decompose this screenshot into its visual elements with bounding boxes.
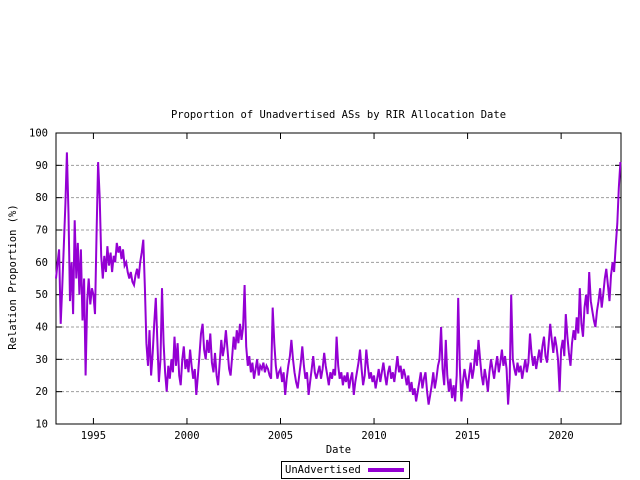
- legend-box: UnAdvertised: [281, 461, 410, 479]
- y-tick-label: 10: [35, 419, 48, 431]
- y-tick-label: 30: [35, 354, 48, 366]
- chart-title: Proportion of Unadvertised ASs by RIR Al…: [170, 109, 507, 121]
- legend-line-swatch: [367, 468, 404, 472]
- y-tick-label: 90: [35, 160, 48, 172]
- x-tick-label: 2000: [174, 430, 199, 442]
- y-tick-label: 40: [35, 322, 48, 334]
- legend-series-label: UnAdvertised: [285, 464, 361, 476]
- x-tick-label: 2015: [455, 430, 480, 442]
- y-tick-label: 80: [35, 192, 48, 204]
- x-tick-label: 2010: [361, 430, 386, 442]
- y-tick-label: 50: [35, 289, 48, 301]
- y-tick-label: 20: [35, 386, 48, 398]
- y-tick-label: 60: [35, 257, 48, 269]
- x-tick-label: 2005: [268, 430, 293, 442]
- y-tick-label: 70: [35, 225, 48, 237]
- x-axis-label: Date: [325, 444, 352, 456]
- x-tick-label: 1995: [81, 430, 106, 442]
- plot-border: [55, 132, 622, 425]
- x-tick-label: 2020: [548, 430, 573, 442]
- y-tick-label: 100: [29, 128, 48, 140]
- data-line: [55, 152, 622, 405]
